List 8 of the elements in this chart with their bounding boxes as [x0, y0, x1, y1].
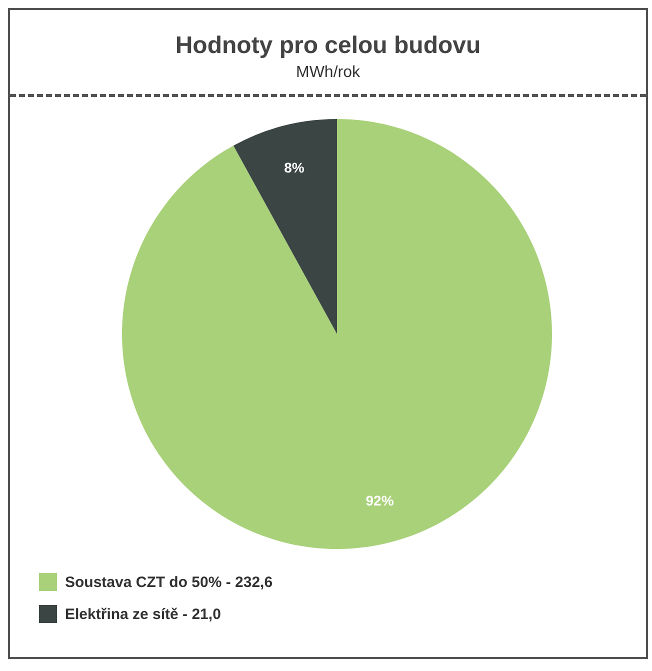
data-label: 92%	[366, 492, 394, 509]
legend-label: Elektřina ze sítě - 21,0	[65, 606, 221, 622]
pie-slice	[122, 119, 552, 549]
chart-title: Hodnoty pro celou budovu	[174, 32, 482, 60]
legend-label: Soustava CZT do 50% - 232,6	[65, 574, 273, 590]
pie-slice	[233, 119, 337, 334]
chart-subtitle: MWh/rok	[295, 64, 361, 82]
data-label: 8%	[284, 159, 305, 176]
